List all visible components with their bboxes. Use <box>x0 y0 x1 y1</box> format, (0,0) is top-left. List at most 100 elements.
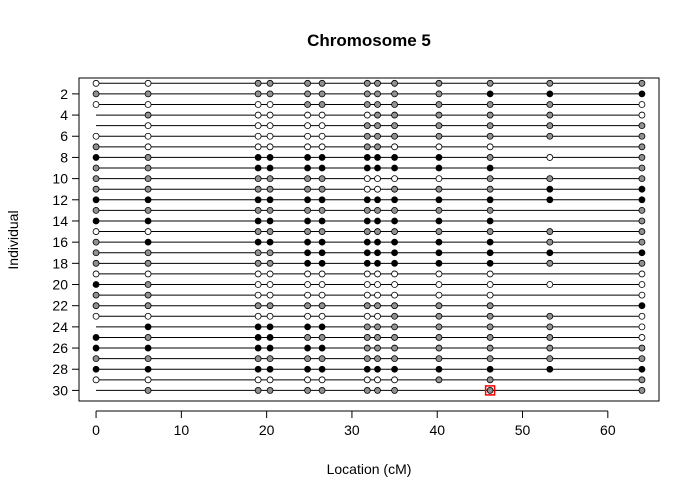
genotype-point <box>318 111 326 119</box>
genotype-point <box>363 217 371 225</box>
genotype-point <box>363 323 371 331</box>
genotype-point <box>374 259 381 267</box>
genotype-point <box>638 387 646 394</box>
genotype-point <box>486 281 494 288</box>
genotype-point <box>546 132 554 140</box>
genotype-point <box>92 206 100 214</box>
genotype-point <box>391 101 398 108</box>
y-tick-label: 16 <box>52 234 68 250</box>
genotype-point <box>144 344 152 352</box>
genotype-point <box>435 259 443 267</box>
genotype-point <box>546 355 554 363</box>
genotype-point <box>486 185 494 193</box>
genotype-point <box>363 185 371 193</box>
genotype-point <box>363 387 371 394</box>
genotype-point <box>374 365 381 373</box>
y-tick-label: 26 <box>52 340 68 356</box>
genotype-point <box>363 132 371 140</box>
genotype-point <box>486 355 494 363</box>
x-tick-label: 10 <box>174 422 190 438</box>
genotype-point <box>363 122 371 130</box>
genotype-point <box>92 344 100 352</box>
y-tick-label: 22 <box>52 298 68 314</box>
genotype-point <box>144 228 152 235</box>
genotype-point <box>486 132 494 140</box>
genotype-point <box>374 344 381 352</box>
genotype-point <box>266 387 274 394</box>
genotype-point <box>391 164 398 172</box>
genotype-point <box>435 164 443 172</box>
genotype-point <box>374 323 381 331</box>
genotype-point <box>318 185 326 193</box>
genotype-point <box>363 79 371 87</box>
genotype-point <box>266 249 274 257</box>
genotype-point <box>363 312 371 320</box>
y-tick-label: 20 <box>52 277 68 293</box>
genotype-point <box>486 291 494 299</box>
genotype-point <box>92 90 100 98</box>
genotype-point <box>266 90 274 98</box>
genotype-point <box>318 154 326 161</box>
genotype-point <box>486 196 494 204</box>
genotype-point <box>435 270 443 278</box>
genotype-point <box>304 355 311 363</box>
genotype-point <box>486 143 494 151</box>
genotype-point <box>435 175 443 183</box>
genotype-point <box>391 259 398 267</box>
genotype-point <box>318 355 326 363</box>
genotype-point <box>254 334 262 341</box>
genotype-point <box>92 376 100 384</box>
genotype-point <box>266 344 274 352</box>
genotype-point <box>363 154 371 161</box>
genotype-point <box>92 355 100 363</box>
genotype-point <box>254 122 262 130</box>
genotype-point <box>391 334 398 341</box>
genotype-point <box>546 154 554 161</box>
genotype-point <box>374 281 381 288</box>
genotype-point <box>318 334 326 341</box>
genotype-point <box>435 344 443 352</box>
genotype-point <box>144 259 152 267</box>
genotype-point <box>374 217 381 225</box>
genotype-point <box>318 164 326 172</box>
genotype-point <box>363 196 371 204</box>
genotype-point <box>254 154 262 161</box>
chart-title: Chromosome 5 <box>307 31 431 50</box>
genotype-point <box>638 122 646 130</box>
genotype-point <box>254 387 262 394</box>
genotype-point <box>304 185 311 193</box>
genotype-point <box>363 302 371 310</box>
genotype-point <box>318 344 326 352</box>
genotype-point <box>304 164 311 172</box>
genotype-point <box>391 291 398 299</box>
marker-layer <box>92 79 646 396</box>
genotype-point <box>144 270 152 278</box>
genotype-point <box>546 101 554 108</box>
genotype-point <box>144 143 152 151</box>
genotype-point <box>363 164 371 172</box>
genotype-point <box>638 376 646 384</box>
x-tick-label: 60 <box>600 422 616 438</box>
genotype-point <box>374 312 381 320</box>
genotype-point <box>318 122 326 130</box>
genotype-point <box>254 270 262 278</box>
genotype-point <box>304 206 311 214</box>
genotype-point <box>92 228 100 235</box>
genotype-point <box>546 365 554 373</box>
genotype-point <box>304 111 311 119</box>
genotype-point <box>266 164 274 172</box>
genotype-point <box>486 312 494 320</box>
genotype-point <box>254 132 262 140</box>
genotype-point <box>254 111 262 119</box>
genotype-point <box>304 387 311 394</box>
genotype-point <box>374 90 381 98</box>
genotype-point <box>304 122 311 130</box>
genotype-point <box>144 217 152 225</box>
genotype-point <box>304 154 311 161</box>
genotype-point <box>304 376 311 384</box>
genotype-point <box>318 238 326 246</box>
genotype-point <box>486 259 494 267</box>
genotype-point <box>144 196 152 204</box>
genotype-point <box>266 312 274 320</box>
genotype-point <box>266 206 274 214</box>
